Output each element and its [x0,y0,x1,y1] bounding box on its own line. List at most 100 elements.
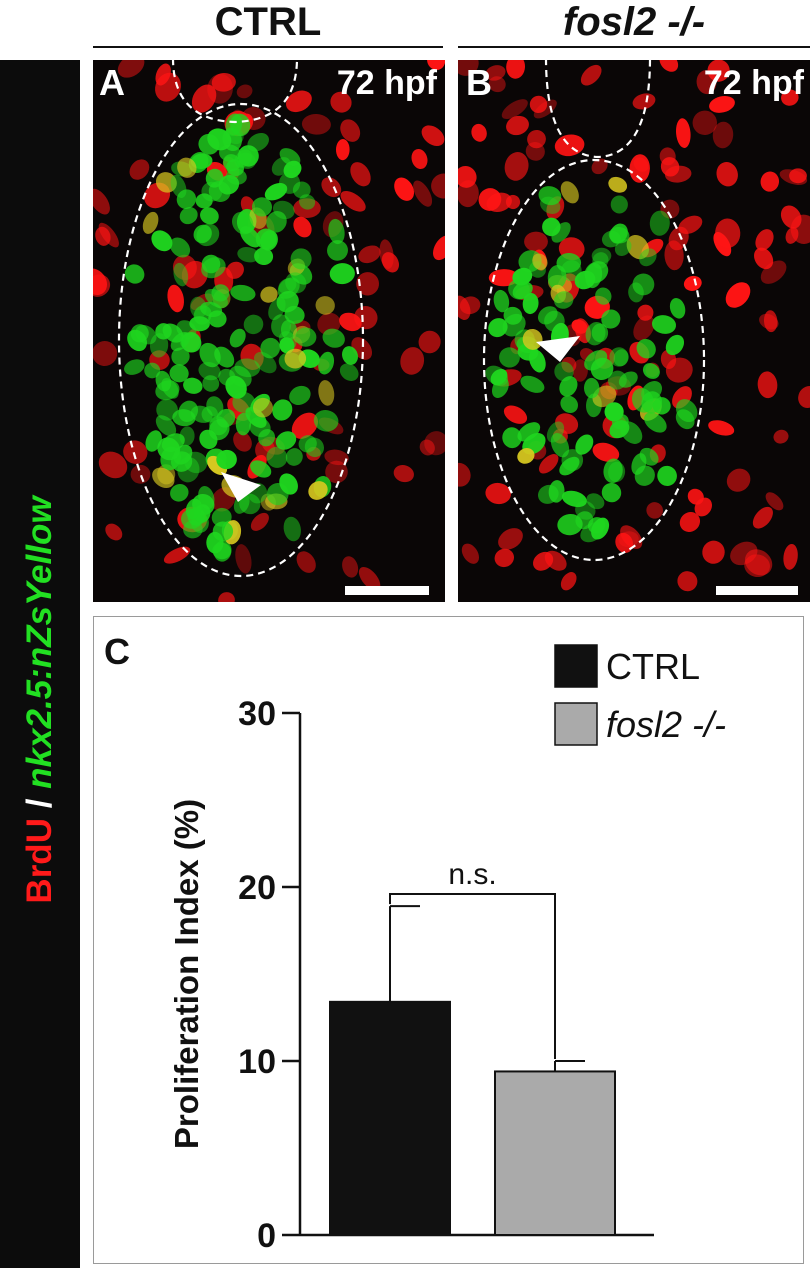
green-nucleus [198,361,221,381]
red-nucleus [554,134,585,157]
red-nucleus [93,341,118,366]
green-nucleus [171,347,190,366]
green-nucleus [201,254,221,274]
red-nucleus [677,571,698,592]
panel-letter-a: A [99,62,125,103]
legend-swatch-0 [554,644,598,688]
red-nucleus [191,84,217,113]
green-nucleus [295,327,317,347]
green-nucleus [675,399,698,423]
red-nucleus [752,506,773,529]
green-nucleus [260,337,281,359]
green-nucleus [144,362,161,379]
red-nucleus [632,93,656,110]
red-nucleus [659,147,676,166]
green-nucleus [211,284,230,302]
green-nucleus [289,385,311,405]
green-nucleus [298,435,317,453]
red-nucleus [759,313,779,330]
green-nucleus [561,490,587,508]
red-nucleus [335,139,350,161]
green-nucleus [250,460,272,478]
panel-letter-b: B [466,62,492,103]
red-nucleus [342,556,359,578]
green-nucleus [634,465,655,486]
green-nucleus [339,363,359,381]
red-nucleus [350,162,371,187]
green-nucleus [520,375,545,393]
green-nucleus [318,351,335,375]
red-nucleus [129,159,150,180]
red-nucleus [117,60,145,78]
stain-label: BrdU / nkx2.5:nZsYellow [20,496,60,903]
green-nucleus [255,228,277,250]
green-nucleus [230,113,251,137]
chart-panel-c: C 0 10 20 30 Proliferation Index (%) n.s. CTRL… [93,616,804,1264]
red-nucleus [754,247,774,270]
green-nucleus [642,363,660,379]
green-nucleus [247,132,269,152]
red-nucleus [683,275,702,291]
red-nucleus [235,544,252,574]
red-nucleus [572,359,588,382]
red-nucleus [413,180,433,207]
green-nucleus [610,195,628,214]
y-tick-label: 30 [238,695,276,733]
green-nucleus [547,265,567,289]
green-nucleus [669,298,686,319]
green-nucleus [575,434,594,455]
bar-chart: 0 10 20 30 Proliferation Index (%) n.s. CTRL fo… [168,644,726,1255]
red-nucleus [394,177,415,201]
red-nucleus [340,119,361,142]
panel-letter-c: C [104,631,130,672]
red-nucleus [123,440,148,464]
red-nucleus [580,64,602,86]
red-nucleus [172,254,197,281]
green-nucleus [279,148,301,167]
green-nucleus [239,493,261,515]
green-nucleus [198,133,220,155]
red-nucleus [679,512,701,532]
red-nucleus [250,512,269,531]
micrograph-image-a [93,60,445,602]
green-nucleus [229,328,246,348]
red-nucleus [702,540,725,564]
green-nucleus [254,247,274,266]
red-nucleus [726,468,751,492]
red-nucleus [485,482,511,505]
red-nucleus [712,121,734,149]
red-nucleus [461,543,480,564]
red-nucleus [471,123,487,142]
red-nucleus [381,252,399,273]
green-nucleus [290,248,312,270]
red-nucleus [218,592,235,602]
green-nucleus [532,253,548,270]
green-nucleus [170,484,189,502]
green-nucleus [208,419,230,441]
red-nucleus [105,523,123,541]
green-nucleus [266,211,287,233]
green-nucleus [185,498,202,520]
red-nucleus [93,188,110,215]
red-nucleus [358,245,381,264]
green-nucleus [574,270,596,290]
red-nucleus [458,462,471,487]
red-nucleus [716,162,738,187]
green-nucleus [652,397,671,415]
green-nucleus [342,346,358,365]
green-nucleus [550,433,570,458]
green-nucleus [216,449,237,470]
green-nucleus [200,207,219,225]
green-nucleus [601,230,621,248]
red-nucleus [629,154,650,183]
red-nucleus [538,454,559,474]
red-nucleus [708,420,735,436]
green-nucleus [591,247,612,264]
red-nucleus [478,188,502,211]
red-nucleus [789,168,807,184]
green-nucleus [542,217,561,237]
green-nucleus [183,520,203,539]
green-nucleus [517,448,535,464]
red-nucleus [293,216,312,238]
stain-label-reporter: nkx2.5:nZsYellow [20,496,59,789]
